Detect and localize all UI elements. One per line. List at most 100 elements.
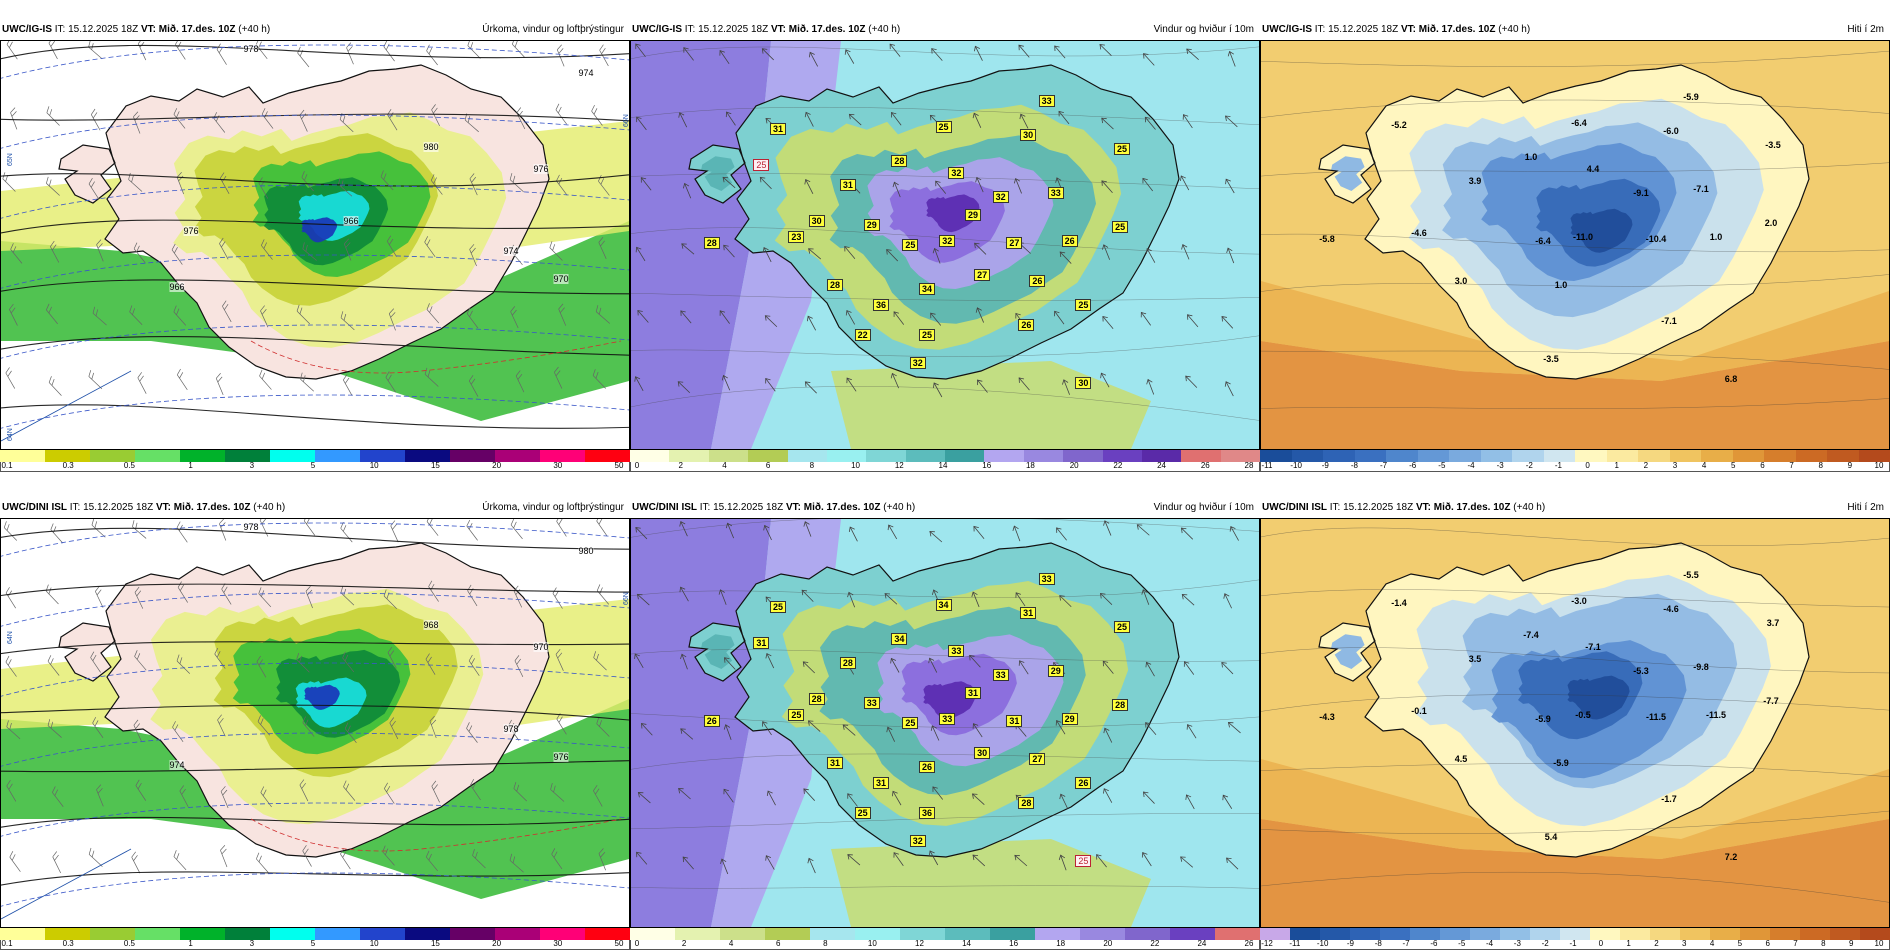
colorbar-swatch — [1063, 450, 1103, 462]
colorbar-swatch — [1320, 928, 1350, 940]
gust-label: 30 — [974, 747, 991, 759]
wind-barb — [176, 654, 191, 674]
colorbar-swatch — [990, 928, 1035, 940]
temperature-band — [1261, 759, 1889, 859]
temperature-label: -3.5 — [1543, 354, 1559, 364]
graticule-line — [1, 848, 132, 920]
panel-wind-top: UWC/IG-IS IT: 15.12.2025 18Z VT: Mið. 17… — [630, 20, 1260, 472]
precip-map: 978 974 980 976 966 970 974 976 966 66N 65N 64N — [0, 40, 630, 450]
colorbar-tick-label: 10 — [369, 461, 379, 470]
colorbar-swatch — [360, 928, 405, 940]
wind-barb — [133, 719, 142, 742]
contour-line — [1261, 162, 1889, 177]
colorbar-swatch — [1260, 450, 1292, 462]
wind-barb — [46, 176, 60, 196]
wind-barb — [343, 238, 352, 261]
colorbar-tick-label: 0 — [634, 461, 640, 470]
temp-field-band — [1570, 208, 1633, 253]
wind-barb — [46, 303, 58, 325]
wind-arrow — [679, 521, 688, 537]
gust-label: 32 — [939, 235, 956, 247]
wind-arrow — [891, 112, 902, 126]
colorbar-swatch — [984, 450, 1024, 462]
wind-arrow — [886, 726, 895, 742]
wind-barb — [340, 848, 351, 870]
wind-barb — [90, 108, 101, 131]
colorbar-swatch — [450, 928, 495, 940]
wind-barb — [556, 519, 567, 537]
dashed-isotherm — [1, 114, 629, 149]
wind-barb — [596, 584, 610, 605]
coastline — [688, 622, 746, 682]
wind-arrow — [1145, 722, 1157, 736]
latitude-label: 66N — [623, 592, 630, 605]
wind-arrow — [892, 181, 901, 198]
contour-line — [1261, 589, 1889, 608]
colorbar-swatch — [1710, 928, 1740, 940]
isobar — [1, 527, 629, 550]
colorbar-swatch — [0, 450, 45, 462]
wind-barb — [217, 714, 226, 737]
wind-arrow — [844, 49, 855, 64]
wind-barb — [173, 305, 187, 326]
wind-arrow — [763, 524, 772, 541]
panel-title: Úrkoma, vindur og loftþrýstingur — [482, 24, 624, 35]
contour-line — [631, 813, 1259, 830]
model-label: UWC/DINI ISL — [632, 502, 697, 513]
colorbar-tick-label: 5 — [1731, 461, 1736, 470]
wind-barb — [219, 237, 229, 260]
valid-time: VT: Mið. 17.des. 10Z — [785, 502, 881, 513]
wind-arrow — [1221, 662, 1234, 675]
wind-arrow — [759, 176, 772, 190]
isobar — [1, 336, 629, 356]
wind-arrow — [971, 591, 980, 608]
wind-barb — [48, 41, 58, 60]
wind-arrow — [723, 788, 734, 803]
colorbar-tick-label: 24 — [1157, 461, 1167, 470]
panel-wind-bottom: UWC/DINI ISL IT: 15.12.2025 18Z VT: Mið.… — [630, 498, 1260, 950]
wind-band — [831, 839, 1151, 927]
wind-arrow — [887, 524, 898, 540]
colorbar-swatch — [1023, 450, 1064, 462]
contour-line — [631, 46, 1259, 60]
wind-arrow — [725, 522, 735, 539]
dashed-isotherm — [250, 818, 622, 852]
wind-arrow — [845, 309, 856, 325]
colorbar-swatch — [450, 450, 495, 462]
colorbar-swatch — [855, 928, 900, 940]
wind-barb — [424, 236, 436, 258]
panel-title: Úrkoma, vindur og loftþrýstingur — [482, 502, 624, 513]
temperature-label: -9.1 — [1633, 188, 1649, 198]
isobar-label: 966 — [343, 216, 359, 226]
wind-arrow — [1018, 660, 1029, 675]
colorbar-swatch — [1650, 928, 1680, 940]
colorbar-tick-label: 22 — [1150, 939, 1160, 948]
wind-arrow — [974, 242, 987, 255]
colorbar-swatch — [1800, 928, 1830, 940]
contour-line — [1261, 99, 1889, 118]
gust-label: 28 — [839, 657, 856, 669]
colorbar-swatch — [675, 928, 720, 940]
colorbar-swatch — [826, 450, 867, 462]
wind-arrow — [808, 51, 819, 67]
gust-label: 25 — [769, 601, 786, 613]
wind-arrow — [1102, 315, 1114, 329]
wind-barb — [137, 372, 147, 394]
isobar-label: 976 — [553, 752, 569, 762]
wind-arrow — [724, 657, 736, 670]
wind-arrow — [932, 247, 941, 264]
temperature-label: -10.4 — [1645, 234, 1667, 244]
colorbar-tick-label: -5 — [1438, 461, 1446, 470]
wind-barb — [9, 303, 18, 326]
wind-field-band — [701, 634, 735, 669]
colorbar-swatch — [45, 450, 90, 462]
init-time: IT: 15.12.2025 18Z — [1314, 24, 1399, 35]
gust-label: 27 — [1029, 753, 1046, 765]
colorbar-tick-label: 0.5 — [123, 939, 135, 948]
gust-label: 31 — [964, 687, 982, 699]
graticule-line — [1, 370, 132, 442]
isobar — [1, 871, 629, 886]
colorbar-tick-label: 50 — [614, 461, 624, 470]
wind-arrow — [801, 589, 814, 602]
wind-arrow — [765, 855, 775, 870]
